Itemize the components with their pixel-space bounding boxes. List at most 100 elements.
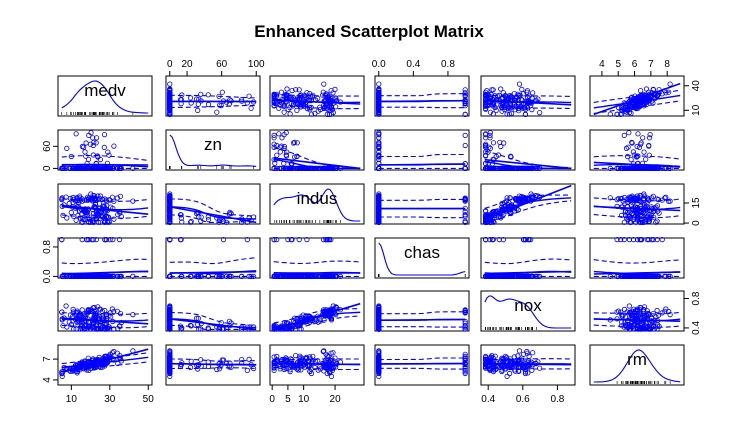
panel-chas-vs-zn xyxy=(166,237,260,278)
data-point xyxy=(245,368,249,372)
spread-line-upper xyxy=(62,156,148,161)
spread-line-upper xyxy=(170,258,256,264)
panel-frame xyxy=(166,184,260,224)
data-point xyxy=(655,219,659,223)
panel-nox-vs-rm xyxy=(590,291,684,331)
data-point xyxy=(98,157,102,161)
spread-line-upper xyxy=(62,259,148,263)
data-point xyxy=(668,82,672,86)
spread-line-lower xyxy=(379,107,465,108)
data-point xyxy=(74,218,78,222)
data-point xyxy=(625,154,629,158)
panel-chas-vs-medv xyxy=(58,237,152,278)
data-point xyxy=(206,217,210,221)
data-point xyxy=(288,112,292,116)
smooth-line xyxy=(274,364,360,365)
data-point xyxy=(112,144,116,148)
panel-zn-vs-medv xyxy=(58,130,152,171)
data-point xyxy=(168,82,172,86)
smooth-line xyxy=(379,164,465,165)
data-point xyxy=(65,216,69,220)
data-point xyxy=(279,90,283,94)
spread-line-upper xyxy=(274,261,360,263)
data-point xyxy=(272,355,276,359)
variable-label-indus: indus xyxy=(297,189,338,208)
panel-zn-vs-indus xyxy=(270,130,364,171)
panel-zn-vs-chas xyxy=(375,130,469,171)
variable-label-nox: nox xyxy=(514,296,542,315)
spread-line-lower xyxy=(379,217,465,218)
smooth-line xyxy=(170,364,256,365)
panel-indus-vs-rm xyxy=(590,184,684,225)
smooth-line xyxy=(170,101,256,102)
data-point xyxy=(71,307,75,311)
data-point xyxy=(249,106,253,110)
panel-nox-vs-indus xyxy=(270,291,364,331)
data-point xyxy=(83,150,87,154)
panel-medv-vs-medv: medv xyxy=(58,76,152,116)
panel-rm-vs-medv xyxy=(58,345,152,385)
data-point xyxy=(196,108,200,112)
panel-medv-vs-chas xyxy=(375,76,469,117)
data-point xyxy=(322,82,326,86)
data-point xyxy=(491,141,495,145)
panel-zn-vs-rm xyxy=(590,130,684,171)
data-point xyxy=(517,82,521,86)
data-point xyxy=(206,93,210,97)
data-point xyxy=(215,110,219,114)
panel-medv-vs-indus xyxy=(270,76,364,117)
spread-line-lower xyxy=(170,106,256,108)
data-point xyxy=(112,217,116,221)
data-point xyxy=(118,311,122,315)
data-point xyxy=(644,157,648,161)
data-point xyxy=(636,132,640,136)
panel-rm-vs-indus xyxy=(270,345,364,385)
data-point xyxy=(294,353,298,357)
data-point xyxy=(377,82,381,86)
panel-indus-vs-indus: indus xyxy=(270,184,364,224)
spread-line-lower xyxy=(170,368,256,369)
spread-line-lower xyxy=(485,106,571,108)
data-point xyxy=(282,110,286,114)
panel-rm-vs-chas xyxy=(375,345,469,385)
data-point xyxy=(641,136,645,140)
data-point xyxy=(295,108,299,112)
data-point xyxy=(277,132,281,136)
data-point xyxy=(655,308,659,312)
spread-line-upper xyxy=(379,155,465,157)
regression-line xyxy=(62,349,148,372)
data-point xyxy=(642,150,646,154)
spread-line-upper xyxy=(485,151,571,168)
data-point xyxy=(311,354,315,358)
data-point xyxy=(102,132,106,136)
panel-indus-vs-chas xyxy=(375,184,469,225)
data-point xyxy=(280,136,284,140)
chart-title: Enhanced Scatterplot Matrix xyxy=(254,22,484,41)
variable-label-medv: medv xyxy=(84,81,126,100)
data-point xyxy=(463,133,467,137)
spread-line-upper xyxy=(485,259,571,264)
data-point xyxy=(627,131,631,135)
panel-frame xyxy=(375,291,469,331)
data-point xyxy=(188,365,192,369)
panel-frame xyxy=(375,345,469,385)
panel-chas-vs-chas: chas xyxy=(375,238,469,278)
data-point xyxy=(463,143,467,147)
panel-rm-vs-zn xyxy=(166,345,260,385)
data-point xyxy=(60,310,64,314)
panel-indus-vs-nox xyxy=(481,184,575,225)
spread-line-upper xyxy=(594,260,680,264)
data-point xyxy=(505,196,509,200)
data-point xyxy=(196,102,200,106)
data-point xyxy=(74,132,78,136)
data-point xyxy=(86,157,90,161)
panel-indus-vs-medv xyxy=(58,184,152,225)
data-point xyxy=(644,87,648,91)
data-point xyxy=(278,150,282,154)
panel-nox-vs-medv xyxy=(58,291,152,331)
data-point xyxy=(285,87,289,91)
data-point xyxy=(206,102,210,106)
data-point xyxy=(188,96,192,100)
